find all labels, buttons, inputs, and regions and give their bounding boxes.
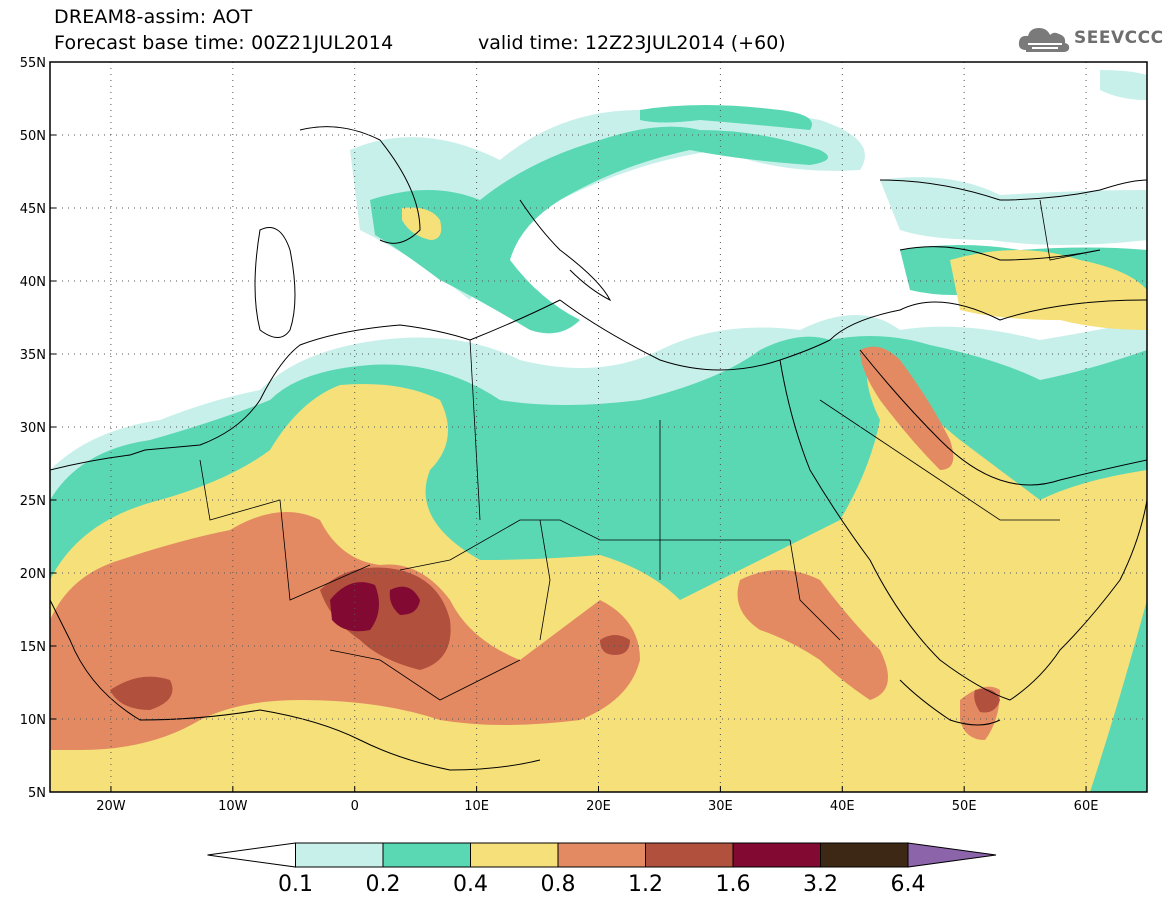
colorbar: 0.1 0.2 0.4 0.8 1.2 1.6 3.2 6.4 [207,842,997,897]
logo-text: SEEVCCC [1074,28,1164,48]
lat-tick-label: 40N [20,275,46,290]
longitude-axis: 20W 10W 0 10E 20E 30E 40E 50E 60E [96,786,1098,814]
colorbar-segment [645,842,734,868]
colorbar-label: 0.2 [366,872,401,897]
lat-tick-label: 10N [20,713,46,728]
aot-band-1.6-3.2 [330,582,420,632]
lat-tick-label: 50N [20,129,46,144]
colorbar-label: 0.4 [453,872,488,897]
colorbar-label: 0.1 [278,872,313,897]
map-title: DREAM8-assim: AOT [54,6,253,28]
lon-tick-label: 50E [952,799,977,814]
colorbar-segment [820,842,909,868]
aot-contour-fields [50,70,1147,792]
colorbar-label: 6.4 [891,872,926,897]
forecast-base-time: Forecast base time: 00Z21JUL2014 [54,32,394,54]
lon-tick-label: 10W [218,799,248,814]
lon-tick-label: 20W [96,799,126,814]
colorbar-segment [295,842,384,868]
colorbar-label: 1.6 [716,872,751,897]
latitude-axis: 55N 50N 45N 40N 35N 30N 25N 20N 15N 10N 5N [20,56,56,801]
lon-tick-label: 10E [464,799,489,814]
colorbar-arrow-low [207,842,296,868]
lat-tick-label: 20N [20,567,46,582]
colorbar-label: 0.8 [541,872,576,897]
lon-tick-label: 30E [708,799,733,814]
lat-tick-label: 30N [20,421,46,436]
country-borders [199,199,1101,701]
lat-tick-label: 25N [20,494,46,509]
colorbar-label: 1.2 [628,872,663,897]
colorbar-segment [382,842,471,868]
seevccc-logo: SEEVCCC [1016,22,1163,58]
colorbar-segment [732,842,821,868]
colorbar-label: 3.2 [803,872,838,897]
lon-tick-label: 0 [351,799,359,814]
lat-tick-label: 55N [20,56,46,71]
cloud-icon [1018,28,1070,52]
colorbar-arrow-high [907,842,997,868]
colorbar-segment [557,842,646,868]
valid-time: valid time: 12Z23JUL2014 (+60) [478,32,786,54]
lat-tick-label: 15N [20,640,46,655]
lat-tick-label: 35N [20,348,46,363]
lon-tick-label: 60E [1074,799,1099,814]
lon-tick-label: 20E [586,799,611,814]
lat-tick-label: 45N [20,202,46,217]
lat-tick-label: 5N [28,786,46,801]
lon-tick-label: 40E [830,799,855,814]
colorbar-segment [470,842,559,868]
